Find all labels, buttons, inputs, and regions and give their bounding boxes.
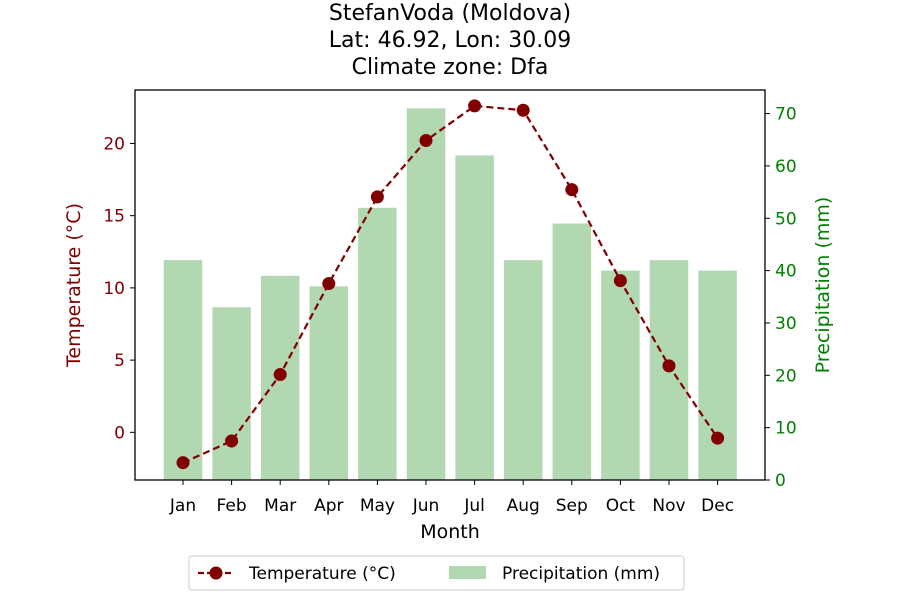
x-tick-label-aug: Aug [507,496,540,516]
legend-temperature-marker [209,566,223,580]
legend-precipitation-label: Precipitation (mm) [502,564,660,584]
temperature-point-nov [662,359,676,373]
x-axis-label: Month [420,521,480,543]
left-tick-label: 5 [114,351,125,371]
temperature-point-apr [322,277,336,291]
temperature-line [182,104,719,464]
temperature-point-dec [711,431,725,445]
right-tick-label: 10 [775,419,797,439]
x-tick-label-sep: Sep [556,496,588,516]
x-tick-label-mar: Mar [264,496,296,516]
precipitation-bar-jul [455,155,494,480]
right-axis-label: Precipitation (mm) [812,197,834,374]
legend: Temperature (°C) Precipitation (mm) [188,555,685,591]
x-tick-label-jun: Jun [412,496,440,516]
x-tick-label-jan: Jan [169,496,196,516]
chart-title-line-3: Climate zone: Dfa [351,55,549,80]
precipitation-bar-sep [552,223,592,480]
legend-precipitation-swatch [449,566,486,579]
temperature-point-feb [225,434,239,448]
x-tick-label-nov: Nov [652,496,685,516]
precipitation-bar-feb [212,307,251,480]
right-tick-label: 50 [775,209,797,229]
left-tick-label: 10 [103,279,125,299]
temperature-point-sep [565,183,579,197]
x-tick-label-feb: Feb [217,496,247,516]
left-axis-label: Temperature (°C) [63,203,85,368]
legend-box [188,555,685,591]
x-tick-label-apr: Apr [314,496,343,516]
precipitation-bar-jun [406,108,446,481]
right-tick-label: 70 [775,105,797,125]
right-tick-label: 20 [775,366,797,386]
plot-frame [134,89,766,481]
left-tick-label: 20 [103,134,125,154]
precipitation-bar-oct [601,270,640,480]
x-tick-label-may: May [360,496,395,516]
legend-temperature-label: Temperature (°C) [248,564,396,584]
temperature-point-may [370,190,384,204]
x-tick-label-dec: Dec [701,496,734,516]
left-tick-label: 0 [114,423,125,443]
right-tick-label: 30 [775,314,797,334]
temperature-point-aug [516,103,530,117]
chart-title-line-1: StefanVoda (Moldova) [328,1,572,26]
temperature-point-oct [613,274,627,288]
left-tick-label: 15 [103,207,125,227]
temperature-point-jul [468,99,482,113]
precipitation-bar-aug [503,260,543,480]
chart-title-line-2: Lat: 46.92, Lon: 30.09 [328,28,572,53]
precipitation-bar-dec [698,270,737,480]
precipitation-bar-may [358,207,397,481]
right-tick-label: 40 [775,262,797,282]
right-tick-label: 60 [775,157,797,177]
temperature-point-jan [176,456,190,470]
temperature-point-jun [419,134,433,148]
precipitation-bar-apr [309,286,349,480]
right-tick-label: 0 [775,471,786,491]
precipitation-bar-jan [163,260,203,480]
x-tick-label-oct: Oct [606,496,636,516]
x-tick-label-jul: Jul [463,496,485,516]
temperature-point-mar [273,368,287,382]
